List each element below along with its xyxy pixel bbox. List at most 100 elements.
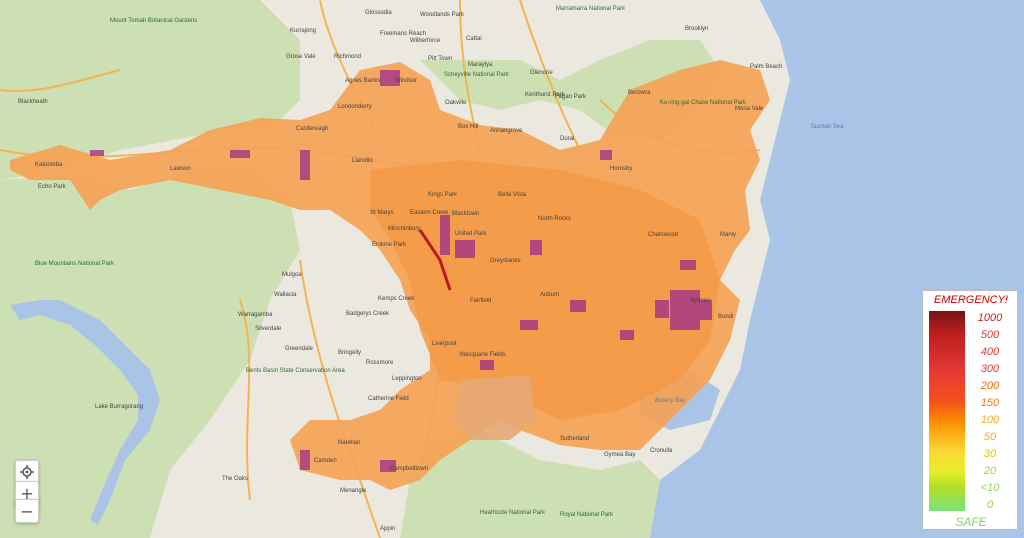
map-label: Glossodia [365,10,392,16]
legend-footer: SAFE [955,515,987,529]
map-label: Wallacia [274,292,297,298]
legend-value: <10 [980,482,1000,494]
map-label: Botany Bay [655,398,687,404]
map-labels: Mount Tomah Botanical Gardens Blackheath… [18,6,844,532]
map-label: Maraylya [468,62,493,68]
legend-value: 100 [980,414,1000,426]
map-label: Kenthurst Park [525,92,566,98]
hotspot-line [418,229,452,291]
map-label: Mulgoa [282,272,302,278]
map-label: Londonderry [338,104,372,110]
map-label: Glenorie [530,70,553,76]
map-label: Catherine Field [368,396,409,402]
map-label: Kemps Creek [378,296,415,302]
map-label: Liverpool [432,341,456,347]
map-label: Blacktown [452,211,479,217]
map-label: Auburn [540,292,559,298]
legend-panel: EMERGENCY! 1000 500 400 300 200 150 100 … [922,290,1018,530]
map-label: Bringelly [338,350,361,356]
map-label: Llandilo [352,158,373,164]
map-label: Heathcote National Park [480,510,546,516]
map-label: Bella Vista [498,192,527,198]
map-label: Leppington [392,376,422,382]
map-label: Bents Basin State Conservation Area [246,368,345,374]
coverage-core [370,160,720,420]
map-label: Warragamba [238,312,273,318]
map-label: Pitt Town [428,56,452,62]
legend-value: 200 [980,380,1000,392]
map-label: Ku-ring-gai Chase National Park [660,100,747,106]
map-label: The Oaks [222,476,248,482]
map-label: Hornsby [610,166,632,172]
map-label: Freemans Reach [380,31,426,37]
map-label: Appin [380,526,395,532]
map-label: Fagan Park [555,94,587,100]
coverage-south-block [455,375,535,440]
map-label: Rossmore [366,360,394,366]
legend-value: 30 [983,448,997,460]
legend-value: 300 [980,363,1000,375]
map-label: Campbelltown [390,466,428,472]
map-label: Erskine Park [372,242,407,248]
map-label: United Park [455,231,487,237]
legend-value: 20 [983,465,997,477]
map-label: Sutherland [560,436,589,442]
map-label: Cronulla [650,448,673,454]
map-label: Lake Burragorang [95,404,143,410]
legend-value: 50 [983,431,997,443]
target-icon [20,465,34,479]
map-label: Mount Tomah Botanical Gardens [110,18,197,24]
map-label: Silverdale [255,326,282,332]
map-label: Agnes Banks [345,78,380,84]
hotspot-marks [90,70,712,472]
map-label: Scheyville National Park [444,72,510,78]
legend-value: 150 [980,397,1000,409]
map-label: Kings Park [428,192,458,198]
map-label: Mona Vale [735,106,764,112]
map-label: Narellan [338,440,360,446]
map-label: Chatswood [648,232,678,238]
map-label: Menangle [340,488,367,494]
lake-burragorang [10,300,160,525]
map-label: Royal National Park [560,512,614,518]
map-label: Annangrove [490,128,523,134]
map-label: Box Hill [458,124,478,130]
legend-value: 1000 [977,312,1003,324]
map-label: Fairfield [470,298,491,304]
legend-value: 400 [980,346,1000,358]
map-label: St Marys [370,210,394,216]
map-label: Oakville [445,100,467,106]
south-parks-area [400,430,660,538]
map-label: North Rocks [538,216,571,222]
map-label: Wilberforce [410,38,441,44]
map-label: Greendale [285,346,314,352]
zoom-out-button[interactable]: − [15,499,39,523]
legend-value: 0 [986,499,994,511]
map-label: Cattai [466,36,482,42]
blue-mountains-park-area [0,0,300,180]
map-label: Palm Beach [750,64,782,70]
map-label: Richmond [334,54,361,60]
map-label: Woodlands Park [420,12,465,18]
blue-mountains-south-area [0,165,300,538]
map-label: Lawson [170,166,191,172]
map-label: Manly [720,232,736,238]
legend-title: EMERGENCY! [934,294,1008,306]
map-label: Sydney [690,298,710,304]
locate-button[interactable] [15,460,39,484]
map-label: Grose Vale [286,54,316,60]
map-label: Gymea Bay [604,452,635,458]
map-label: Brooklyn [685,26,708,32]
map-label: Tasman Sea [810,124,844,130]
map-label: Castlereagh [296,126,328,132]
map-label: Echo Park [38,184,67,190]
legend-value: 500 [980,329,1000,341]
map-label: Dural [560,136,574,142]
map-label: Badgerys Creek [346,311,390,317]
map-label: Kurrajong [290,28,316,34]
map-label: Greystanes [490,258,521,264]
map-label: Katoomba [35,162,63,168]
map-label: Windsor [395,78,417,84]
map-label: Macquarie Fields [460,352,506,358]
